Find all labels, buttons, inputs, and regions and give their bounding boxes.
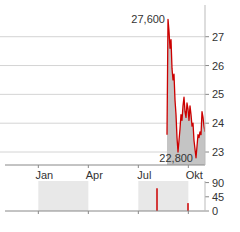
y-tick-label: 24 bbox=[212, 117, 224, 129]
y-tick-label: 0 bbox=[212, 205, 218, 217]
annotation: 27,600 bbox=[131, 13, 165, 25]
y-tick-label: 90 bbox=[212, 177, 224, 189]
band bbox=[138, 181, 188, 211]
grid-line bbox=[0, 36, 205, 37]
y-tick-label: 26 bbox=[212, 60, 224, 72]
band bbox=[38, 181, 88, 211]
tick bbox=[205, 152, 209, 153]
grid-line bbox=[0, 65, 205, 66]
plot-marks bbox=[156, 188, 189, 211]
tick bbox=[205, 196, 209, 197]
tick bbox=[205, 65, 209, 66]
x-axis bbox=[5, 165, 205, 166]
plot-marks bbox=[167, 19, 205, 165]
y-axis bbox=[205, 5, 206, 165]
y-tick-label: 45 bbox=[212, 191, 224, 203]
y-tick-label: 25 bbox=[212, 88, 224, 100]
tick bbox=[205, 211, 209, 212]
x-tick-label: Okt bbox=[186, 169, 203, 181]
x-tick-label: Apr bbox=[86, 169, 103, 181]
x-tick-label: Jul bbox=[137, 169, 151, 181]
area bbox=[167, 19, 205, 165]
y-tick-label: 27 bbox=[212, 31, 224, 43]
annotation: 22,800 bbox=[159, 152, 193, 164]
x-axis bbox=[5, 211, 205, 212]
tick bbox=[205, 123, 209, 124]
chart-root: 23 24 25 26 27 Jan Apr Jul Okt 27,600 22,800 0 45 90 bbox=[0, 0, 240, 232]
volume-bar bbox=[156, 188, 158, 211]
tick bbox=[205, 94, 209, 95]
y-axis bbox=[205, 181, 206, 211]
price-line bbox=[167, 19, 205, 157]
y-tick-label: 23 bbox=[212, 146, 224, 158]
tick bbox=[205, 36, 209, 37]
x-tick-label: Jan bbox=[35, 169, 53, 181]
volume-bar bbox=[187, 203, 189, 211]
tick bbox=[205, 182, 209, 183]
